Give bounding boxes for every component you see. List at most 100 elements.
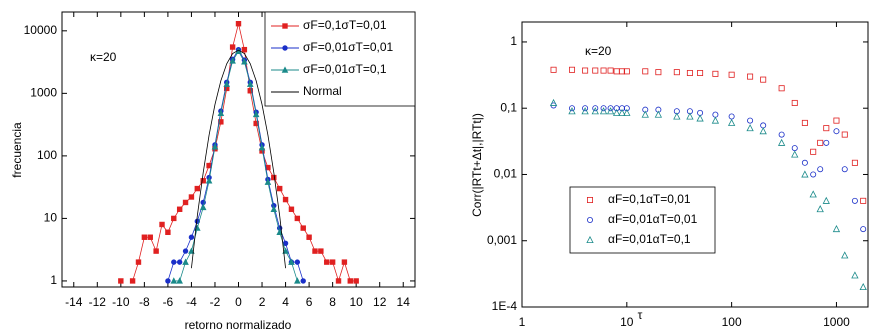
marker-square: [188, 194, 195, 200]
marker-square: [135, 259, 142, 265]
marker-circle: [833, 128, 840, 135]
marker-square: [171, 215, 177, 222]
marker-triangle: [641, 110, 649, 118]
y-tick-label: 10: [44, 211, 58, 225]
marker-circle: [587, 216, 594, 223]
marker-circle: [592, 105, 599, 112]
marker-triangle: [281, 66, 289, 73]
marker-square: [312, 248, 318, 254]
marker-square: [833, 117, 840, 124]
marker-triangle: [211, 143, 219, 150]
marker-circle: [582, 105, 589, 112]
marker-square: [569, 66, 576, 73]
x-tick-label: 0: [235, 295, 242, 309]
marker-triangle: [229, 57, 236, 64]
x-tick-label: 1: [519, 315, 526, 329]
marker-square: [153, 248, 159, 254]
legend-label: αF=0,01αT=0,01: [608, 212, 698, 226]
marker-square: [329, 259, 336, 265]
marker-triangle: [809, 190, 817, 198]
marker-circle: [607, 105, 614, 112]
y-tick-label: 0,1: [500, 100, 517, 114]
marker-triangle: [294, 277, 301, 284]
marker-square: [817, 139, 824, 146]
x-axis-label: τ: [638, 308, 643, 322]
marker-triangle: [832, 224, 841, 233]
marker-square: [791, 99, 798, 106]
marker-square: [860, 197, 867, 204]
marker-triangle: [591, 107, 599, 115]
marker-square: [613, 68, 620, 75]
marker-triangle: [258, 144, 266, 151]
marker-square: [582, 67, 589, 74]
marker-triangle: [205, 177, 213, 184]
marker-square: [282, 196, 289, 203]
marker-circle: [182, 248, 189, 254]
marker-square: [288, 206, 295, 212]
marker-square: [276, 185, 283, 192]
annotation: κ=20: [585, 44, 612, 58]
marker-triangle: [851, 271, 859, 279]
y-tick-label: 0,01: [494, 167, 518, 181]
marker-square: [200, 178, 206, 184]
x-tick-label: 10: [349, 295, 363, 309]
marker-square: [159, 221, 165, 228]
x-tick-label: -12: [89, 295, 107, 309]
marker-square: [129, 278, 136, 284]
marker-square: [294, 215, 301, 222]
y-tick-label: 10000: [24, 23, 58, 37]
marker-circle: [282, 45, 288, 51]
x-tick-label: 14: [397, 295, 411, 309]
y-axis-label: frecuencia: [10, 122, 24, 178]
marker-triangle: [841, 251, 849, 259]
marker-square: [147, 234, 153, 240]
y-tick-label: 1: [510, 34, 517, 48]
series-line: [191, 49, 286, 269]
x-tick-label: -14: [65, 295, 83, 309]
marker-triangle: [176, 277, 183, 284]
marker-circle: [176, 259, 183, 265]
marker-square: [592, 67, 599, 74]
marker-square: [642, 68, 649, 75]
plot-frame: [521, 21, 869, 308]
marker-circle: [294, 259, 301, 265]
marker-triangle: [199, 203, 207, 211]
marker-square: [247, 88, 253, 94]
marker-triangle: [241, 58, 248, 65]
marker-square: [218, 119, 224, 125]
marker-circle: [810, 171, 817, 178]
marker-triangle: [264, 178, 272, 185]
x-tick-label: 10: [620, 315, 634, 329]
marker-circle: [188, 234, 195, 240]
x-tick-label: -8: [139, 295, 150, 309]
marker-triangle: [599, 107, 608, 115]
marker-square: [324, 259, 330, 265]
marker-circle: [791, 145, 798, 152]
marker-circle: [860, 226, 867, 233]
marker-circle: [778, 131, 785, 138]
marker-triangle: [288, 258, 295, 265]
marker-circle: [801, 159, 808, 166]
marker-square: [623, 68, 630, 75]
x-axis-label: retorno normalizado: [185, 318, 292, 332]
marker-triangle: [727, 118, 736, 126]
marker-circle: [619, 105, 626, 112]
legend-label: Normal: [303, 84, 342, 98]
marker-circle: [165, 278, 171, 284]
marker-triangle: [623, 108, 631, 116]
marker-triangle: [276, 228, 283, 235]
marker-square: [851, 159, 858, 166]
marker-square: [697, 69, 704, 76]
marker-square: [194, 185, 201, 192]
marker-triangle: [217, 109, 225, 116]
marker-triangle: [859, 282, 867, 291]
marker-triangle: [759, 127, 767, 135]
y-tick-label: 1000: [30, 86, 57, 100]
y-axis-label: Corr(|RTt+Δt|,|RTt|): [470, 113, 484, 217]
marker-square: [341, 259, 348, 265]
marker-triangle: [791, 150, 799, 158]
marker-square: [823, 125, 830, 132]
legend: σF=0,1σT=0,01 σF=0,01σT=0,01 σF=0,01σT=0,1…: [264, 11, 416, 107]
marker-circle: [300, 278, 306, 284]
marker-triangle: [252, 110, 260, 118]
